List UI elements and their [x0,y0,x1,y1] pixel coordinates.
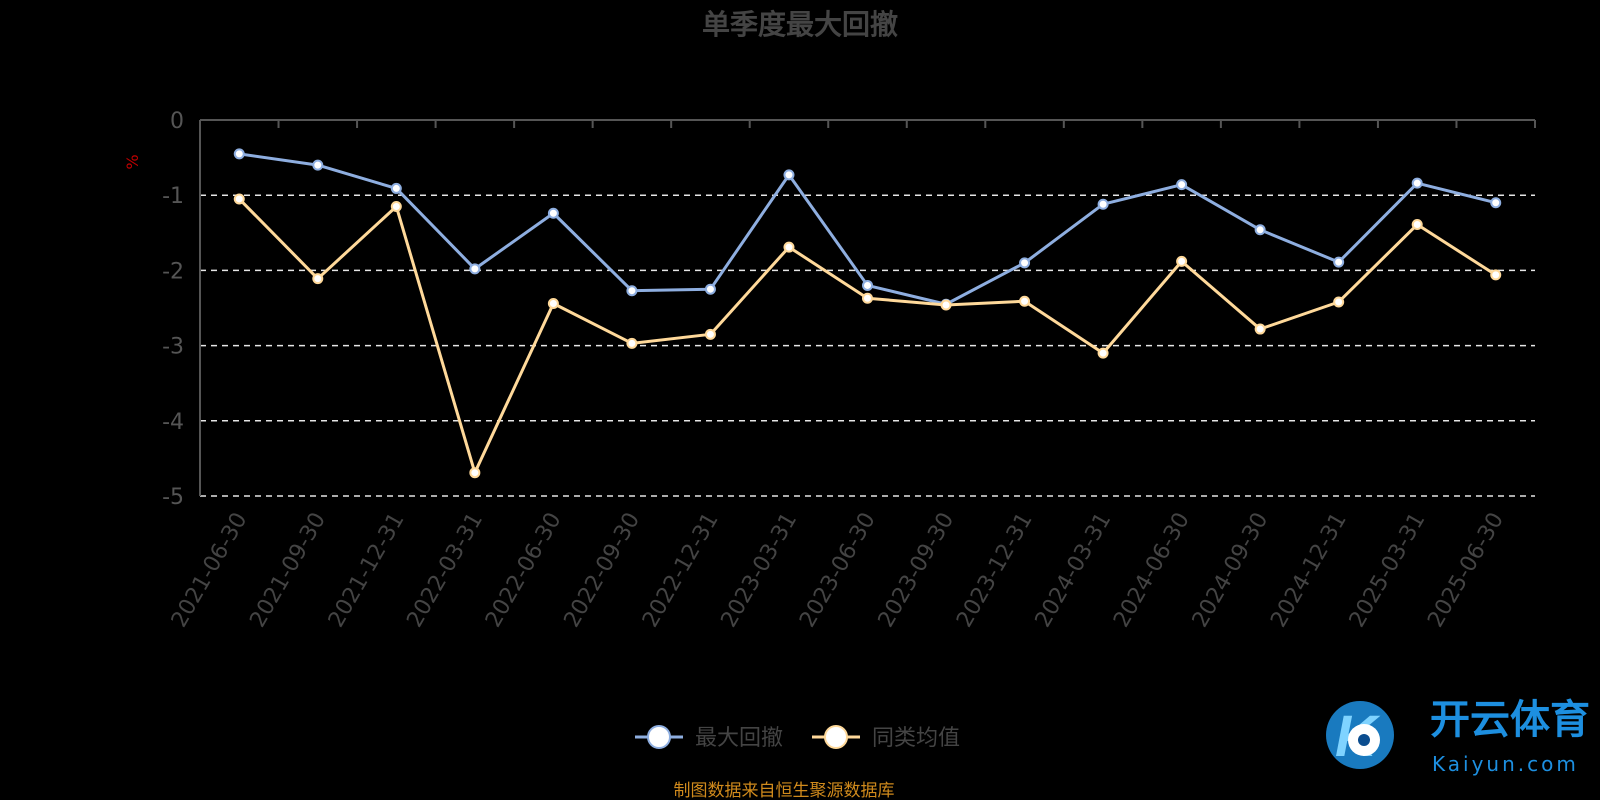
y-tick-label: -3 [162,335,184,360]
data-point [1097,198,1109,210]
data-point [704,328,716,340]
x-tick-label: 2025-06-30 [1423,509,1509,632]
data-point [1411,219,1423,231]
x-tick-label: 2022-09-30 [560,509,646,632]
x-tick-label: 2023-12-31 [952,509,1038,632]
series-group [233,148,1502,479]
x-tick-labels: 2021-06-302021-09-302021-12-312022-03-31… [167,508,1509,631]
data-point [704,283,716,295]
legend-label: 同类均值 [872,726,960,751]
x-tick-label: 2021-06-30 [167,509,253,632]
data-point [862,292,873,304]
data-point [469,467,481,479]
data-point [390,200,402,212]
data-point [1490,197,1502,209]
data-point [626,285,638,297]
data-point [1333,296,1345,308]
series-1 [233,148,1502,310]
x-tick-label: 2023-03-31 [717,509,803,632]
data-point [1254,224,1266,236]
y-axis-unit: % [123,154,142,169]
data-point [1176,255,1188,267]
y-tick-label: -5 [162,485,184,510]
data-point [547,297,559,309]
axes [199,119,1536,496]
x-tick-label: 2023-06-30 [795,509,881,632]
data-source-note: 制图数据来自恒生聚源数据库 [674,781,895,800]
series-line [238,197,1497,475]
y-tick-label: 0 [170,109,184,134]
watermark-logo: K 开云体育 Kaiyun.com [1326,697,1590,776]
data-point [626,337,638,349]
data-point [1411,177,1423,189]
logo-emblem-icon: K [1326,701,1394,769]
legend-marker [647,725,671,749]
y-tick-labels: 0 -1 -2 -3 -4 -5 [162,109,184,510]
y-tick-label: -2 [162,259,184,284]
x-tick-label: 2024-06-30 [1109,509,1195,632]
data-point [312,159,324,171]
data-point [862,279,873,291]
logo-text: 开云体育 [1430,697,1590,743]
legend-marker [824,725,848,749]
data-point [783,169,795,181]
legend-item-1[interactable]: 最大回撤 [635,725,783,751]
x-tick-label: 2022-03-31 [402,508,488,631]
data-point [233,193,245,205]
data-point [1019,257,1031,269]
data-point [469,263,481,275]
grid-lines [200,194,1535,497]
data-point [783,241,795,253]
data-point [1490,269,1502,281]
logo-subtext: Kaiyun.com [1432,752,1579,776]
x-tick-label: 2024-03-31 [1031,509,1117,632]
data-point [1254,323,1266,335]
data-point [390,182,402,194]
x-tick-label: 2021-12-31 [324,508,410,631]
x-tick-label: 2021-09-30 [245,509,331,632]
data-point [940,299,952,311]
data-point [1333,256,1345,268]
data-point [1019,295,1031,307]
x-tick-label: 2023-09-30 [874,509,960,632]
data-point [233,148,245,160]
y-tick-label: -4 [162,410,184,435]
data-point [547,207,559,219]
legend[interactable]: 最大回撤 同类均值 [635,725,960,751]
y-tick-label: -1 [162,184,184,209]
chart-title: 单季度最大回撤 [702,8,898,41]
legend-item-2[interactable]: 同类均值 [812,725,960,751]
legend-label: 最大回撤 [695,726,783,751]
x-tick-label: 2024-09-30 [1188,509,1274,632]
x-tick-label: 2022-06-30 [481,509,567,632]
data-point [1176,179,1188,191]
x-tick-label: 2022-12-31 [638,509,724,632]
x-tick-label: 2025-03-31 [1345,509,1431,632]
x-tick-label: 2024-12-31 [1266,509,1352,632]
data-point [1097,347,1109,359]
data-point [312,273,324,285]
series-2 [233,193,1502,479]
